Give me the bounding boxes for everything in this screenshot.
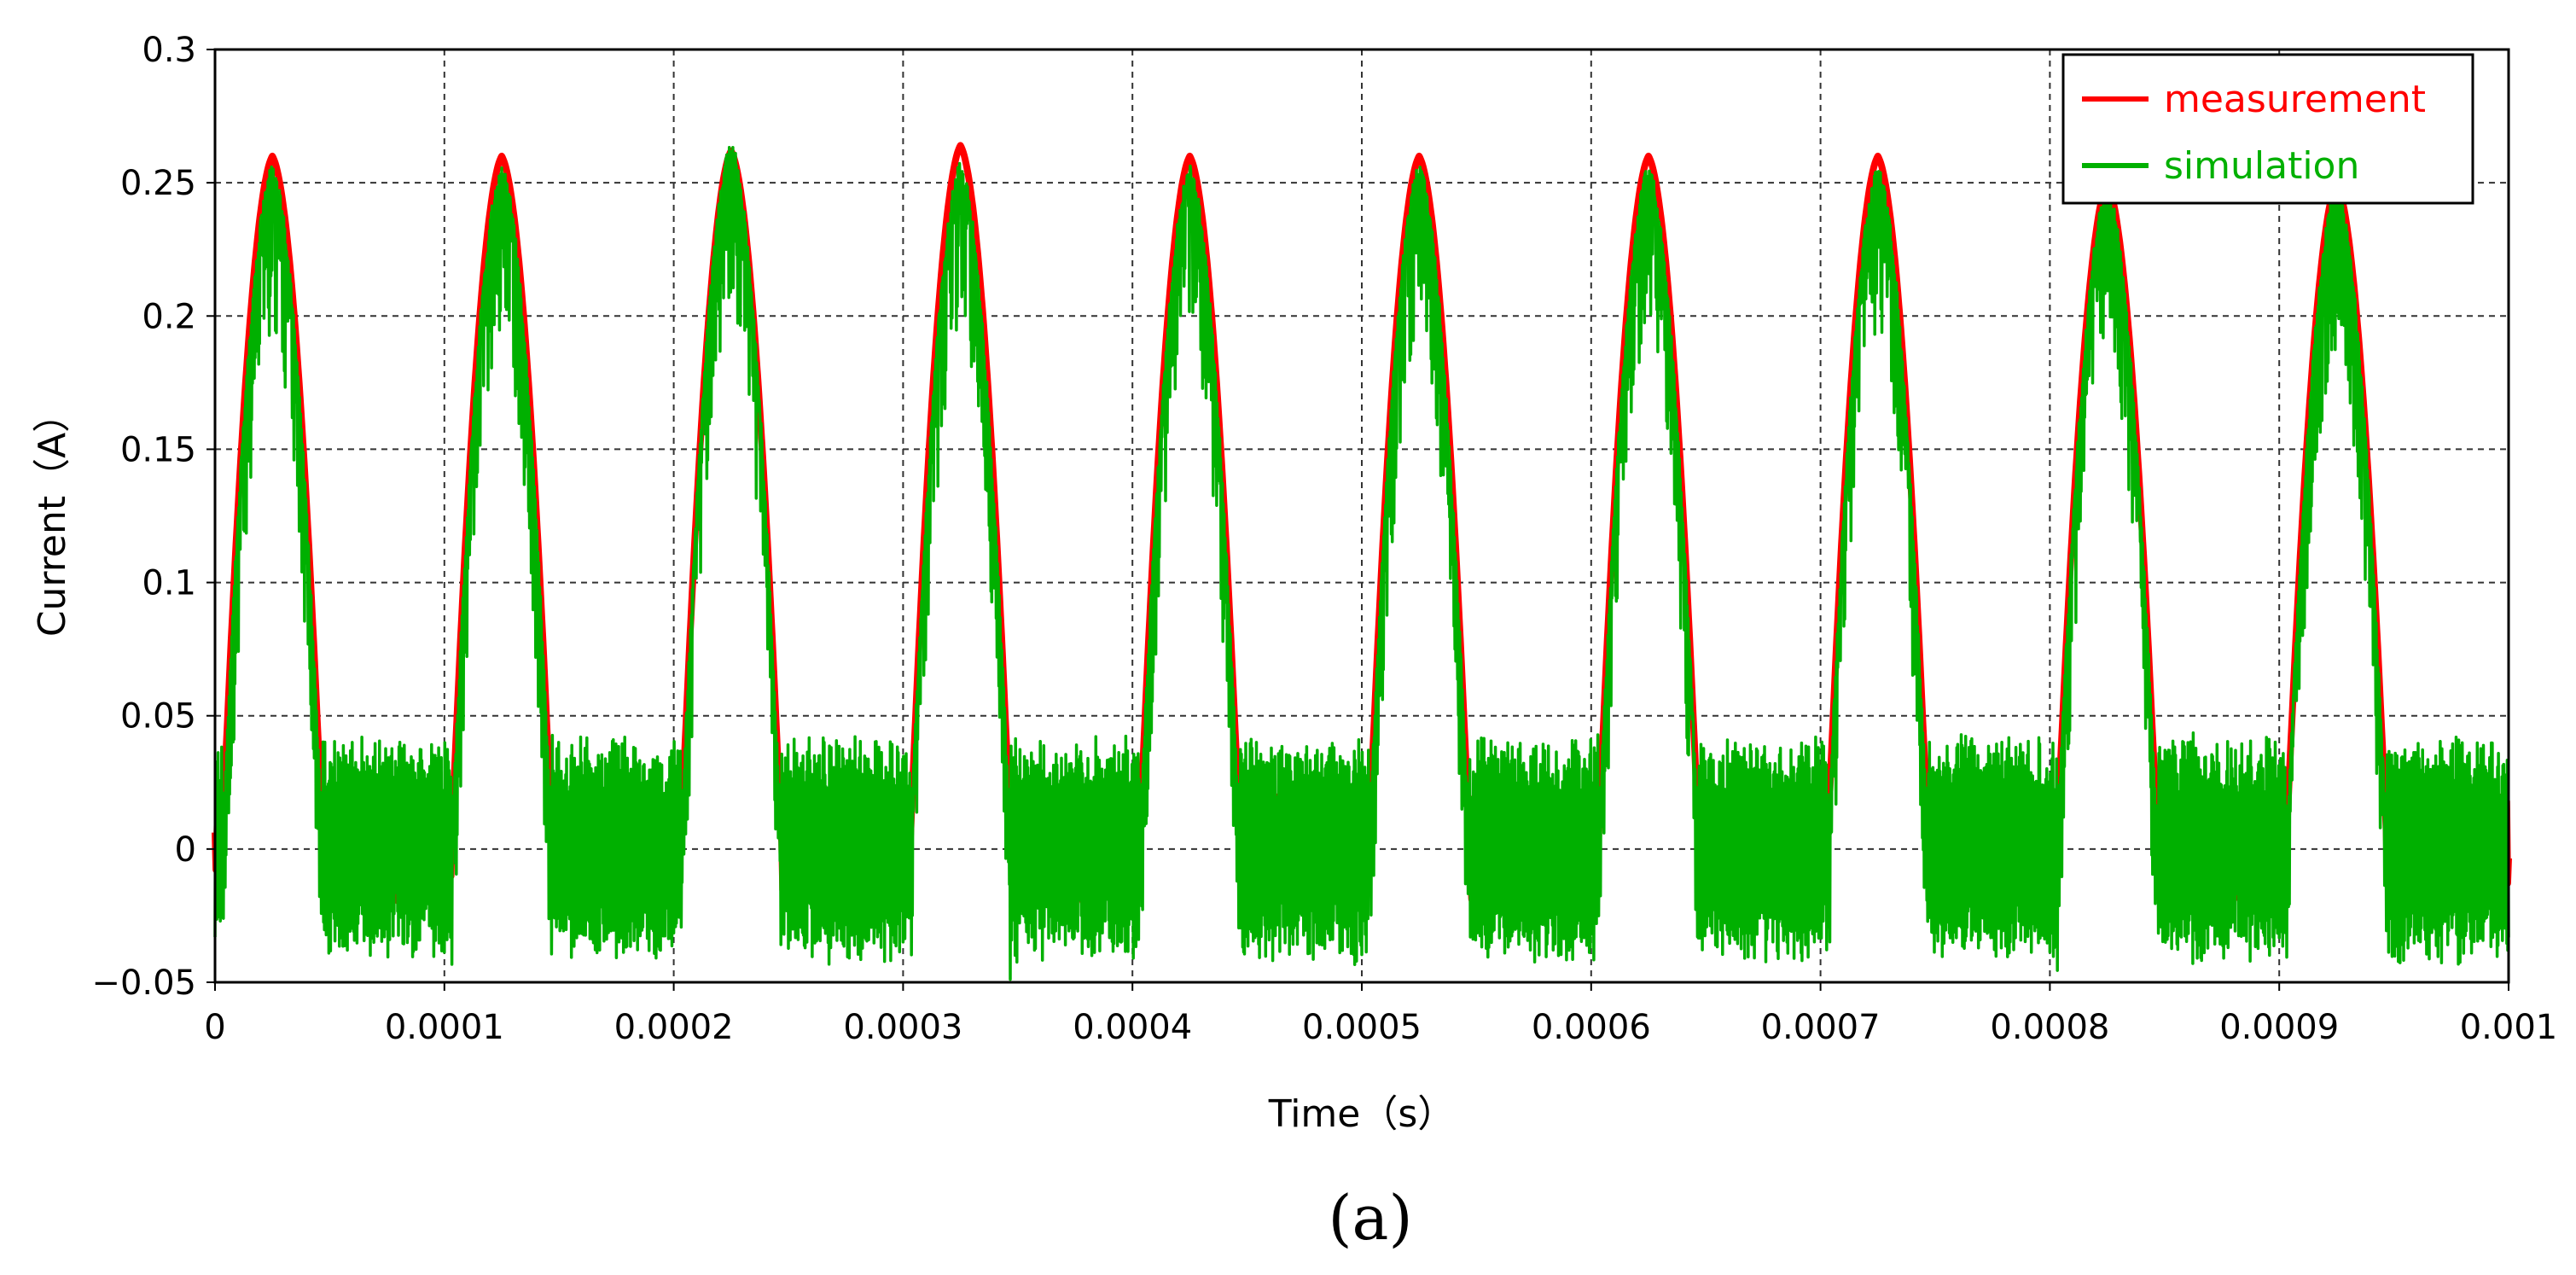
legend: measurement simulation: [2061, 53, 2474, 205]
x-tick-label: 0.0004: [1073, 1008, 1192, 1047]
plot-area: [212, 142, 2512, 981]
x-tick-label: 0.0001: [385, 1008, 504, 1047]
y-tick-labels: −0.05 0 0.05 0.1 0.15 0.2 0.25 0.3: [91, 31, 196, 1003]
y-tick-label: 0.15: [120, 430, 196, 469]
y-tick-label: 0.1: [142, 564, 196, 603]
y-axis-title: Current（A）: [31, 395, 74, 637]
x-tick-label: 0.0006: [1532, 1008, 1651, 1047]
x-tick-label: 0.0005: [1302, 1008, 1422, 1047]
simulation-series-line: [213, 146, 2510, 981]
y-tick-label: 0.3: [142, 31, 196, 70]
y-tick-label: 0.25: [120, 164, 196, 203]
x-axis-title: Time（s）: [1268, 1092, 1456, 1136]
y-tick-label: 0.2: [142, 297, 196, 336]
x-tick-label: 0: [204, 1008, 225, 1047]
y-tick-label: 0.05: [120, 697, 196, 736]
figure-caption: (a): [1328, 1182, 1412, 1254]
x-tick-label: 0.0008: [1990, 1008, 2109, 1047]
x-tick-label: 0.0003: [843, 1008, 962, 1047]
legend-label-measurement: measurement: [2164, 78, 2426, 121]
axes: [206, 48, 2510, 991]
plot-border: [213, 48, 2510, 984]
x-tick-labels: 0 0.0001 0.0002 0.0003 0.0004 0.0005 0.0006 0.0…: [204, 1008, 2557, 1047]
x-tick-label: 0.0007: [1761, 1008, 1881, 1047]
legend-box: [2061, 53, 2474, 205]
x-tick-label: 0.0009: [2219, 1008, 2339, 1047]
x-tick-label: 0.0002: [614, 1008, 734, 1047]
y-tick-label: −0.05: [91, 964, 196, 1003]
x-tick-label: 0.001: [2460, 1008, 2558, 1047]
legend-label-simulation: simulation: [2164, 144, 2359, 188]
y-tick-label: 0: [175, 830, 196, 870]
